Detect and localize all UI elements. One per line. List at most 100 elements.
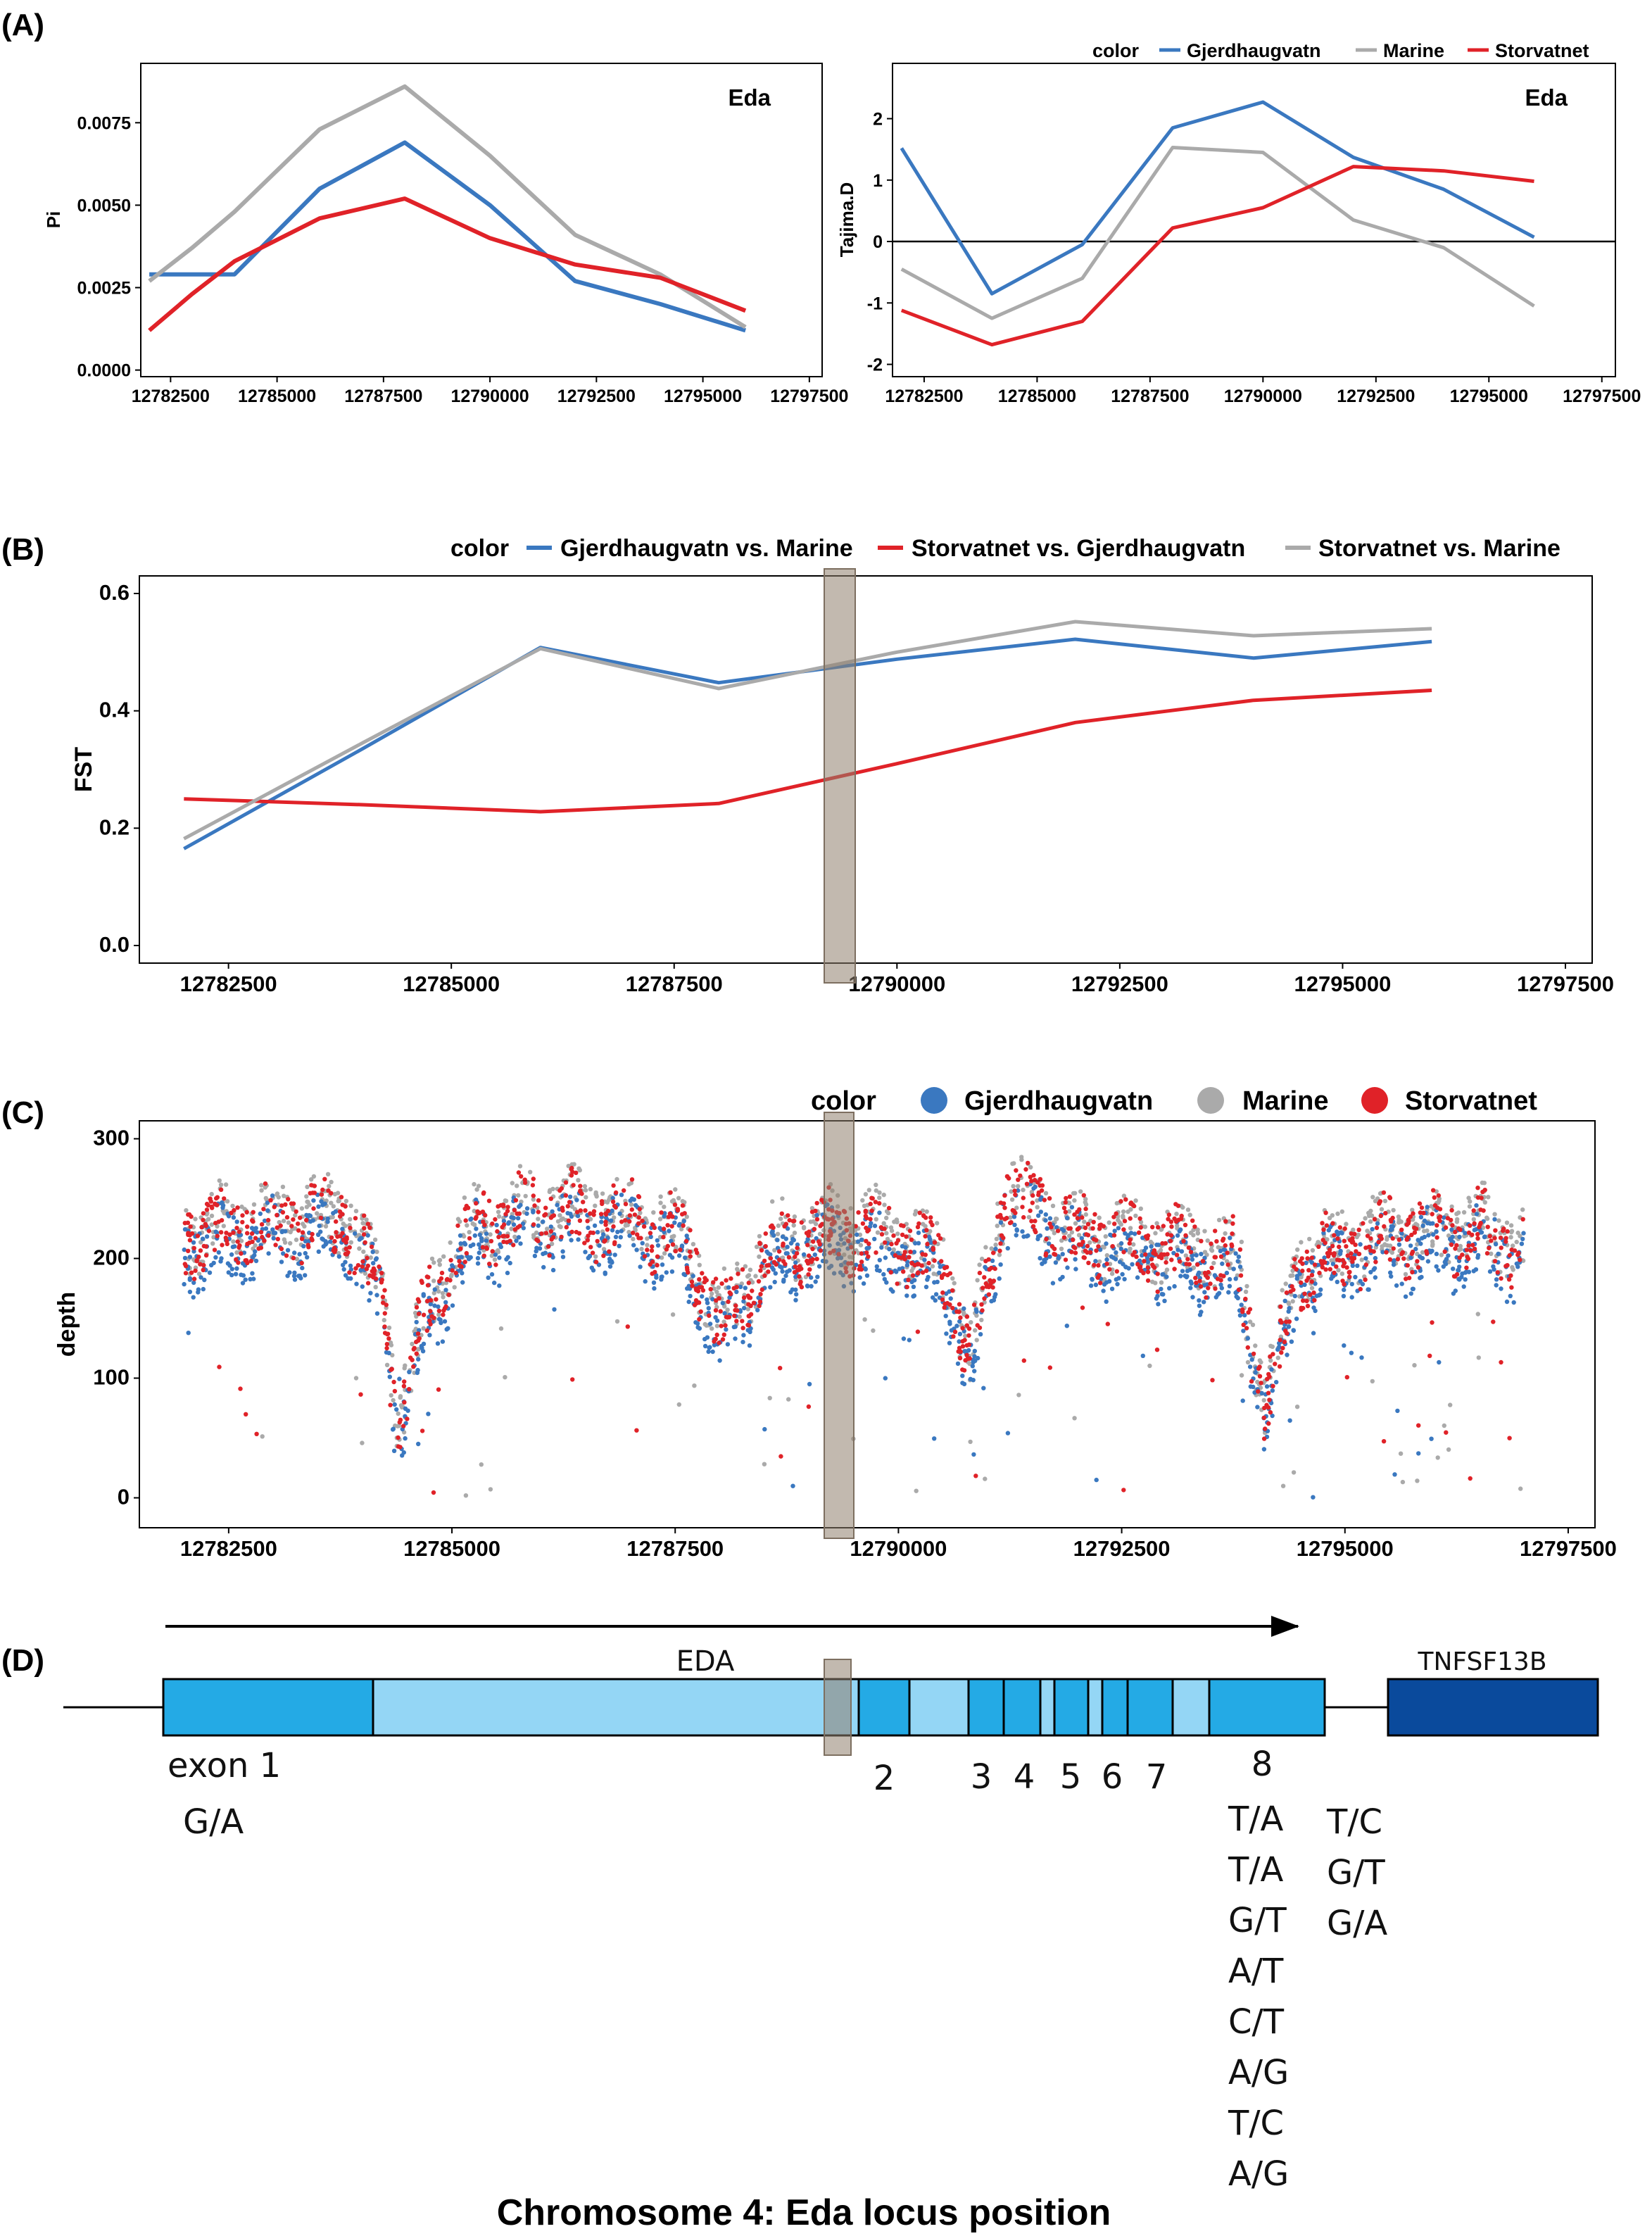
depth-point [902,1257,907,1262]
depth-point [550,1267,556,1273]
depth-point [385,1331,391,1336]
depth-point [1468,1476,1473,1481]
depth-point [747,1343,752,1348]
depth-point [396,1424,402,1428]
depth-point [1489,1251,1494,1257]
depth-point [1293,1261,1298,1266]
depth-point [805,1283,810,1288]
depth-point [331,1248,336,1253]
depth-point [1339,1271,1345,1276]
depth-point [1098,1281,1103,1286]
depth-point [764,1263,769,1268]
depth-point [633,1202,638,1208]
depth-point [1451,1267,1456,1271]
depth-point [1442,1423,1446,1428]
depth-point [1138,1225,1144,1230]
depth-point [712,1286,717,1291]
depth-point [1014,1205,1019,1210]
depth-point [1263,1426,1268,1431]
depth-point [1456,1210,1461,1215]
depth-point [503,1198,507,1203]
depth-point [570,1169,575,1174]
depth-point [735,1308,740,1313]
depth-point [320,1187,325,1193]
depth-point [1052,1246,1057,1252]
depth-point [1111,1255,1116,1260]
depth-point [1349,1251,1354,1256]
depth-point [1381,1439,1387,1444]
depth-point [511,1243,516,1248]
depth-point [733,1303,738,1308]
depth-point [292,1270,297,1276]
depth-point [969,1320,973,1325]
depth-point [1154,1348,1160,1352]
depth-point [407,1387,412,1392]
depth-point [695,1288,701,1294]
depth-point [432,1287,437,1292]
tajima-y-tick-label: -2 [867,356,883,375]
depth-point [227,1232,232,1237]
depth-point [483,1213,488,1218]
depth-point [521,1226,526,1231]
depth-point [1501,1228,1506,1233]
depth-point [993,1242,998,1248]
depth-point [1344,1221,1349,1226]
depth-point [436,1387,441,1392]
depth-point [706,1349,711,1355]
depth-point [362,1240,367,1245]
depth-point [879,1232,885,1237]
depth-point [368,1290,373,1295]
depth-point [711,1280,716,1285]
depth-point [346,1250,351,1255]
depth-point [1183,1253,1189,1258]
depth-point [714,1324,720,1329]
depth-point [1218,1248,1223,1254]
depth-point [373,1285,378,1290]
depth-point [1499,1276,1503,1281]
depth-point [597,1243,602,1248]
depth-point [479,1462,484,1467]
depth-point [1049,1224,1054,1230]
depth-point [816,1264,822,1269]
depth-point [452,1285,457,1290]
depth-point [1154,1221,1159,1226]
depth-point [1069,1230,1075,1235]
depth-point [1499,1286,1503,1291]
depth-point [612,1215,617,1220]
depth-point [1373,1255,1378,1261]
depth-point [1493,1228,1498,1233]
depth-point [873,1200,878,1205]
depth-point [974,1338,979,1343]
depth-point [1273,1362,1278,1367]
depth-point [262,1218,267,1224]
depth-point [669,1269,675,1274]
depth-point [593,1203,598,1208]
depth-point [1457,1277,1462,1282]
depth-point [460,1271,465,1276]
depth-point [1221,1274,1226,1279]
depth-point [1168,1233,1174,1238]
depth-point [957,1331,963,1337]
depth-point [1457,1234,1462,1240]
depth-point [884,1280,889,1285]
depth-point [741,1299,746,1304]
depth-point [685,1286,690,1291]
depth-point [306,1238,311,1244]
depth-point [1213,1295,1219,1300]
depth-point [1054,1216,1059,1221]
depth-point [718,1309,723,1314]
depth-point [402,1366,407,1371]
depth-point [1064,1215,1070,1221]
depth-point [1306,1275,1311,1281]
depth-point [1068,1226,1073,1231]
depth-point [541,1251,546,1257]
depth-point [1350,1259,1355,1264]
depth-point [954,1309,959,1314]
depth-point [692,1383,697,1388]
depth-point [668,1190,673,1195]
depth-point [1047,1241,1052,1246]
depth-point [517,1164,523,1169]
depth-point [1349,1231,1354,1236]
depth-point [881,1271,886,1277]
depth-point [219,1256,224,1261]
